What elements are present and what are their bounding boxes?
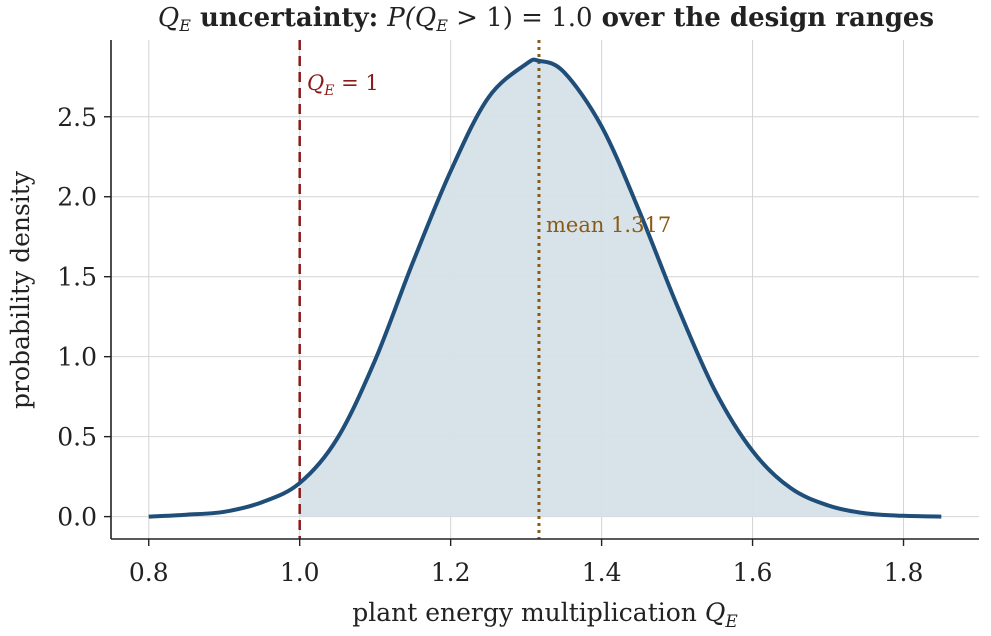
density-area-fill [299, 59, 942, 517]
y-tick-label-4: 2.0 [57, 183, 97, 212]
x-axis-label: plant energy multiplication QE [352, 598, 738, 632]
y-tick-label-0: 0.0 [57, 503, 97, 532]
y-tick-label-5: 2.5 [57, 103, 97, 132]
x-tick-label-4: 1.6 [733, 558, 773, 587]
x-tick-label-0: 0.8 [129, 558, 169, 587]
y-tick-label-1: 0.5 [57, 423, 97, 452]
x-axis-ticks: 0.8 1.0 1.2 1.4 1.6 1.8 [129, 539, 924, 587]
x-tick-label-3: 1.4 [582, 558, 622, 587]
threshold-label: QE = 1 [307, 71, 379, 99]
axes [110, 40, 979, 540]
x-tick-label-5: 1.8 [884, 558, 924, 587]
y-tick-label-3: 1.5 [57, 263, 97, 292]
chart-title: QE uncertainty: P(QE > 1) = 1.0 over the… [158, 3, 934, 35]
y-axis-label: probability density [6, 170, 35, 409]
y-tick-label-2: 1.0 [57, 343, 97, 372]
density-curve [148, 57, 942, 519]
x-tick-label-1: 1.0 [280, 558, 320, 587]
mean-label: mean 1.317 [546, 213, 671, 237]
x-tick-label-2: 1.2 [431, 558, 471, 587]
y-axis-ticks: 0.0 0.5 1.0 1.5 2.0 2.5 [57, 103, 111, 532]
